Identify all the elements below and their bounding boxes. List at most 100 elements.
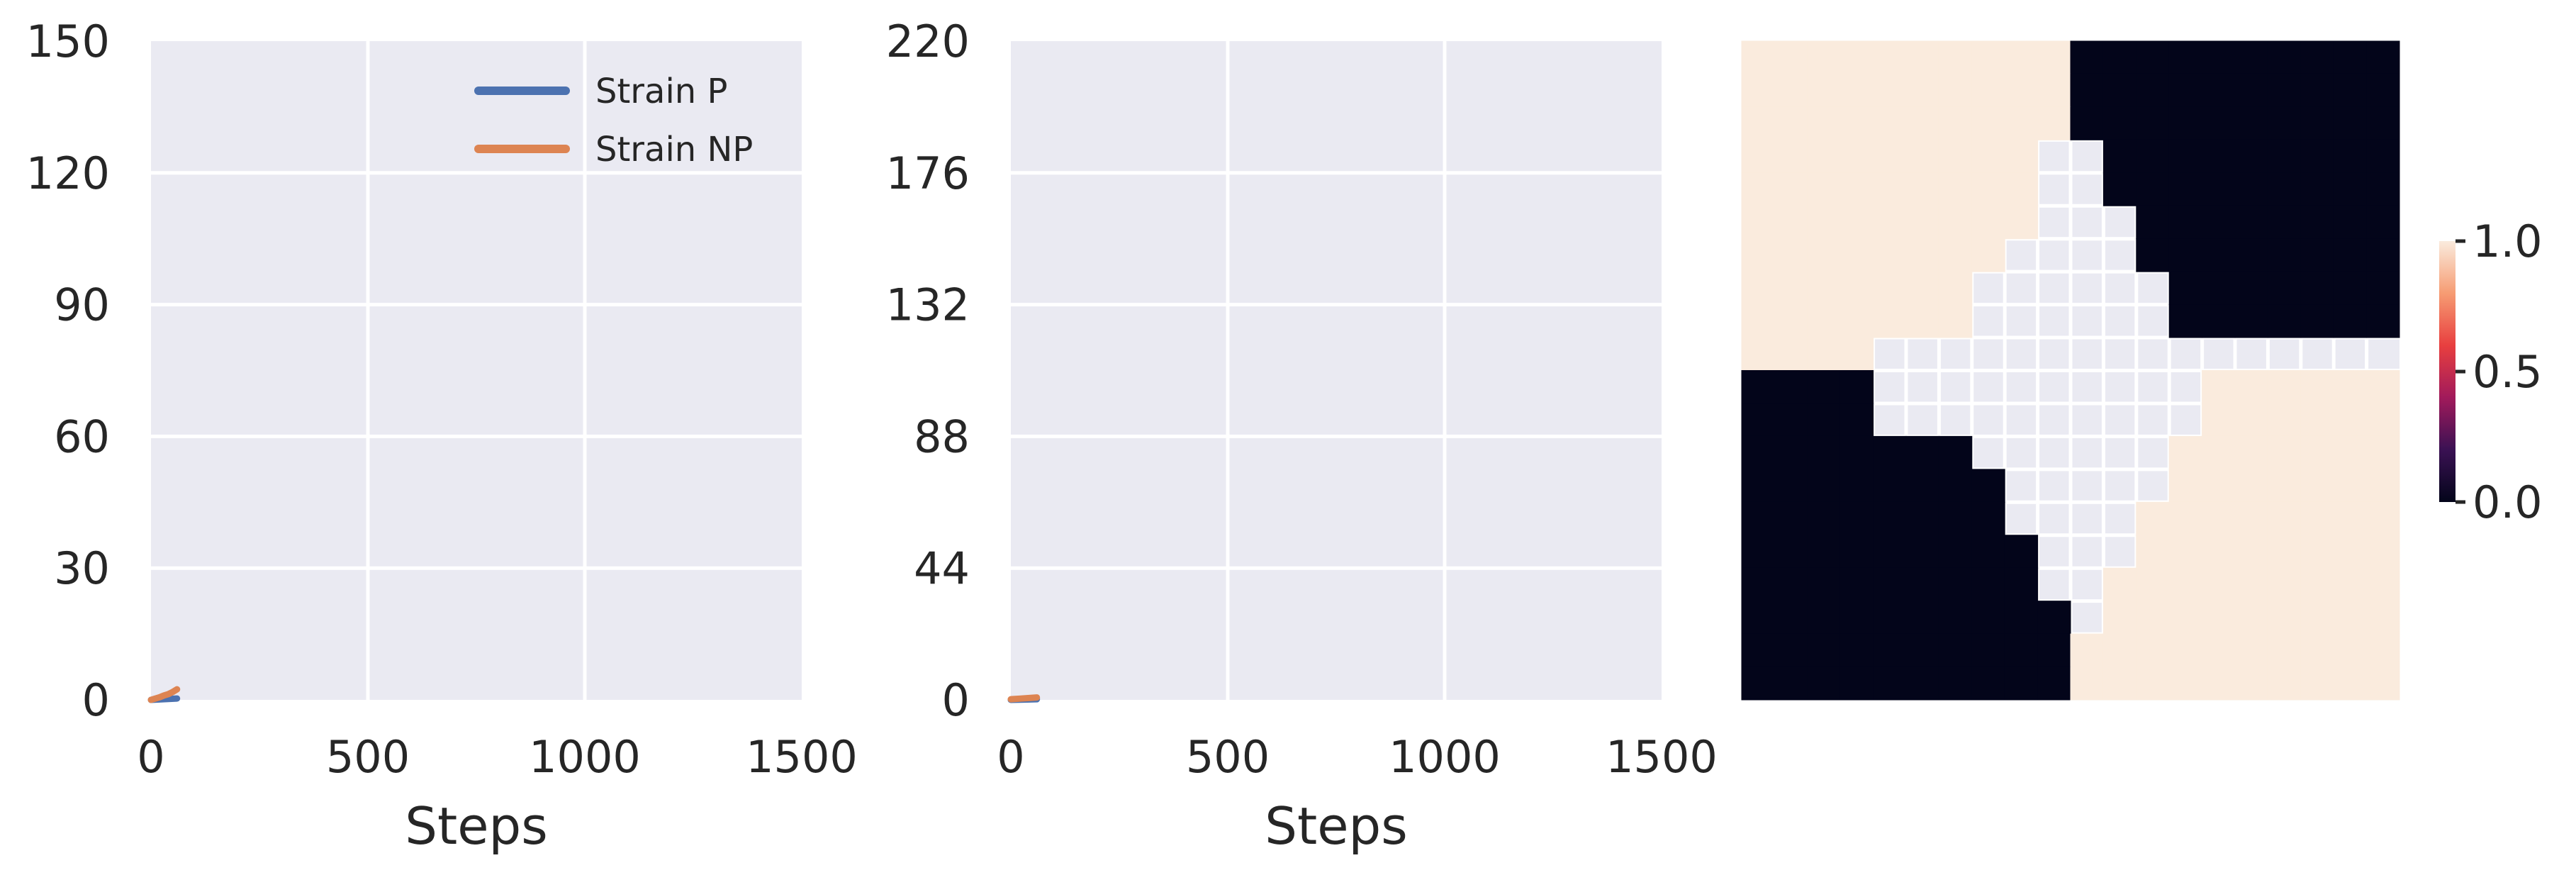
heatmap-cell: [1807, 403, 1841, 437]
heatmap-cell: [2333, 567, 2368, 602]
heatmap-cell: [2136, 238, 2170, 272]
y-tick-label: 90: [54, 279, 110, 331]
heatmap-cell: [2300, 40, 2334, 74]
heatmap-cell: [1873, 73, 1907, 108]
x-tick-label: 1000: [1389, 731, 1501, 783]
heatmap-cell: [2366, 139, 2400, 174]
heatmap-cell: [1905, 271, 1939, 306]
heatmap-cell: [2267, 238, 2302, 272]
heatmap-cell: [1873, 469, 1907, 503]
heatmap-cell: [1905, 667, 1939, 701]
heatmap-cell: [2234, 535, 2268, 569]
heatmap-cell: [1807, 337, 1841, 371]
heatmap-cell: [1873, 435, 1907, 470]
heatmap-cell: [1839, 601, 1874, 635]
heatmap-cell: [2234, 40, 2268, 74]
heatmap-cell: [2136, 535, 2170, 569]
heatmap-cell: [1741, 370, 1775, 404]
heatmap-cell: [1807, 469, 1841, 503]
heatmap-cell: [1905, 469, 1939, 503]
heatmap-cell: [1741, 40, 1775, 74]
heatmap-cell: [2300, 501, 2334, 536]
heatmap-cell: [1774, 435, 1808, 470]
heatmap-cell: [2234, 567, 2268, 602]
heatmap-cell: [1938, 139, 1973, 174]
heatmap-cell: [2070, 106, 2104, 140]
heatmap-cell: [1807, 535, 1841, 569]
heatmap-cell: [1774, 106, 1808, 140]
heatmap-cell: [2366, 238, 2400, 272]
heatmap-cell: [2168, 73, 2203, 108]
heatmap-cell: [1971, 567, 2005, 602]
heatmap-cell: [2333, 535, 2368, 569]
chart-2-gridlines: [1011, 41, 1662, 700]
heatmap-cell: [1741, 304, 1775, 338]
heatmap-cell: [2267, 271, 2302, 306]
heatmap-cell: [2004, 172, 2039, 206]
heatmap-cell: [2300, 73, 2334, 108]
heatmap-cell: [1839, 40, 1874, 74]
heatmap-cell: [2102, 172, 2137, 206]
heatmap-cell: [1873, 535, 1907, 569]
heatmap-cell: [1873, 304, 1907, 338]
heatmap-cell: [1839, 271, 1874, 306]
heatmap-cell: [1873, 501, 1907, 536]
heatmap-cell: [2234, 469, 2268, 503]
heatmap-cell: [2234, 633, 2268, 668]
heatmap-cell: [2333, 304, 2368, 338]
heatmap-cell: [2234, 435, 2268, 470]
heatmap-cell: [1807, 139, 1841, 174]
heatmap-cell: [1905, 40, 1939, 74]
x-tick-label: 500: [1186, 731, 1270, 783]
heatmap-cell: [2037, 73, 2071, 108]
heatmap-cell: [1807, 567, 1841, 602]
heatmap-cell: [1741, 501, 1775, 536]
y-tick-label: 30: [54, 542, 110, 594]
x-tick-label: 0: [997, 731, 1024, 783]
heatmap-cell: [2168, 501, 2203, 536]
heatmap-cell: [2300, 106, 2334, 140]
heatmap-cell: [1807, 304, 1841, 338]
heatmap-cell: [2366, 73, 2400, 108]
heatmap-cell: [1741, 633, 1775, 668]
heatmap-cell: [1807, 73, 1841, 108]
heatmap-cell: [2234, 172, 2268, 206]
chart-1-legend: Strain P Strain NP: [474, 72, 753, 169]
heatmap-cell: [2136, 73, 2170, 108]
heatmap-cell: [1938, 106, 1973, 140]
heatmap-cell: [2366, 106, 2400, 140]
heatmap-cell: [2168, 205, 2203, 240]
heatmap-cell: [2366, 40, 2400, 74]
heatmap-cell: [2004, 567, 2039, 602]
heatmap-cell: [2202, 139, 2236, 174]
heatmap-cell: [1873, 567, 1907, 602]
chart-2-y-ticks: 0 44 88 132 176 220: [886, 16, 970, 726]
heatmap-cell: [1905, 205, 1939, 240]
heatmap-cell: [2070, 40, 2104, 74]
heatmap-cell: [2267, 370, 2302, 404]
heatmap-cell: [1807, 205, 1841, 240]
heatmap-cell: [2267, 535, 2302, 569]
heatmap-cell: [1938, 633, 1973, 668]
y-tick-label: 0: [82, 674, 110, 726]
heatmap-cell: [2234, 205, 2268, 240]
heatmap-cell: [2366, 667, 2400, 701]
heatmap-cell: [1839, 403, 1874, 437]
colorbar-tick-label: 0.0: [2473, 476, 2543, 528]
heatmap-cell: [1905, 73, 1939, 108]
heatmap-cell: [1741, 567, 1775, 602]
heatmap-cell: [2366, 601, 2400, 635]
heatmap-cell: [1839, 501, 1874, 536]
heatmap-cell: [2037, 633, 2071, 668]
heatmap-cell: [1839, 535, 1874, 569]
heatmap-cell: [2136, 667, 2170, 701]
heatmap-cell: [2070, 633, 2104, 668]
heatmap-cell: [1873, 601, 1907, 635]
legend-label-strain-np: Strain NP: [595, 130, 753, 169]
heatmap-cell: [2202, 535, 2236, 569]
heatmap-cell: [1741, 601, 1775, 635]
heatmap-cell: [1971, 205, 2005, 240]
heatmap-cell: [1741, 73, 1775, 108]
heatmap-cell: [2202, 567, 2236, 602]
heatmap-cell: [1741, 238, 1775, 272]
